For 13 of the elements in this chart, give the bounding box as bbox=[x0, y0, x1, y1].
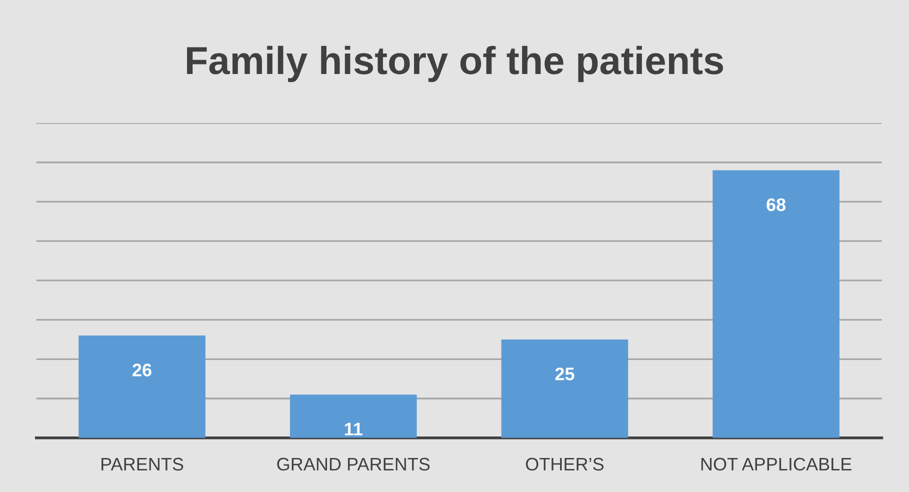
x-tick-label: GRAND PARENTS bbox=[277, 458, 430, 471]
bar bbox=[501, 339, 628, 438]
data-label: 26 bbox=[132, 364, 152, 376]
x-tick-label: PARENTS bbox=[102, 458, 184, 471]
bar bbox=[712, 170, 840, 438]
bar bbox=[78, 336, 206, 438]
chart-title: Family history of the patients bbox=[187, 46, 724, 82]
bar bbox=[290, 394, 417, 438]
data-label: 68 bbox=[766, 198, 786, 212]
x-tick-label: NOT APPLICABLE bbox=[701, 458, 852, 471]
x-tick-label: OTHER’S bbox=[526, 458, 604, 471]
data-label: 25 bbox=[555, 368, 574, 380]
data-label: 11 bbox=[344, 422, 362, 436]
